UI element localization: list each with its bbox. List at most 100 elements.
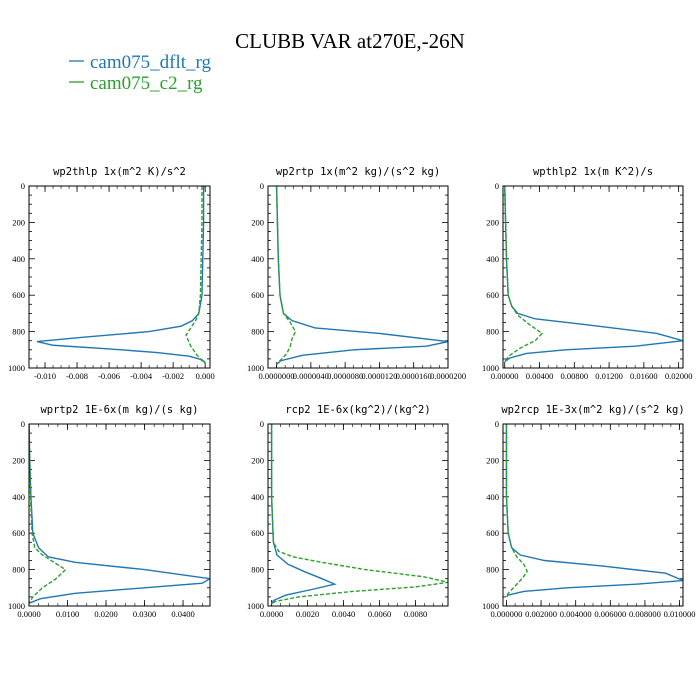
x-tick-label: 0.0000200: [430, 371, 466, 381]
y-tick-label: 1000: [247, 363, 264, 373]
series-line-dflt: [270, 424, 337, 605]
y-tick-label: 200: [12, 455, 25, 465]
series-line-c2: [185, 186, 206, 364]
y-tick-label: 800: [12, 327, 25, 337]
series-line-c2: [505, 424, 529, 598]
panel-title: rcp2 1E-6x(kg^2)/(kg^2): [285, 404, 430, 416]
panel-title: wp2rcp 1E-3x(m^2 kg)/(s^2 kg): [501, 404, 684, 416]
y-tick-label: 800: [486, 565, 499, 575]
legend: cam075_dflt_rg cam075_c2_rg: [69, 52, 212, 94]
y-tick-label: 0: [495, 181, 499, 191]
x-tick-label: 0.0000160: [396, 371, 432, 381]
x-tick-label: 0.00000: [491, 371, 519, 381]
x-tick-label: 0.0000: [17, 609, 40, 619]
series-line-dflt: [504, 186, 683, 363]
y-tick-label: 400: [251, 492, 264, 502]
y-tick-label: 800: [486, 327, 499, 337]
panel-1: wp2thlp 1x(m^2 K)/s^2 0 200 400 600 800 1000 -0…: [8, 166, 215, 381]
x-tick-label: 0.0200: [94, 609, 117, 619]
y-tick-label: 800: [251, 565, 264, 575]
y-tick-label: 200: [12, 217, 25, 227]
x-tick-label: 0.0000: [260, 609, 283, 619]
y-tick-label: 200: [251, 455, 264, 465]
x-tick-label: 0.0000080: [327, 371, 363, 381]
series-line-dflt: [505, 424, 683, 598]
x-tick-label: 0.000: [196, 371, 215, 381]
y-tick-label: 200: [486, 455, 499, 465]
x-tick-label: -0.006: [98, 371, 120, 381]
y-tick-label: 1000: [247, 601, 264, 611]
panel-4: wprtp2 1E-6x(m kg)/(s kg) 0 200 400 600 800 10…: [8, 404, 211, 619]
plot-frame: [267, 185, 449, 369]
x-tick-label: 0.0040: [332, 609, 355, 619]
x-tick-label: 0.0000120: [361, 371, 397, 381]
y-tick-label: 600: [486, 290, 499, 300]
y-tick-label: 400: [486, 492, 499, 502]
plot-frame: [502, 423, 684, 607]
y-tick-label: 1000: [482, 601, 499, 611]
y-tick-label: 600: [251, 528, 264, 538]
series-line-c2: [29, 424, 67, 604]
x-tick-label: 0.0060: [368, 609, 391, 619]
x-tick-label: 0.010000: [664, 609, 696, 619]
panel-5: rcp2 1E-6x(kg^2)/(kg^2) 0 200 400 600 800 1000…: [247, 404, 449, 619]
y-tick-label: 600: [12, 528, 25, 538]
x-tick-label: 0.0400: [171, 609, 194, 619]
x-tick-label: 0.0300: [133, 609, 156, 619]
panel-title: wp2rtp 1x(m^2 kg)/(s^2 kg): [276, 166, 440, 178]
legend-label-dflt: cam075_dflt_rg: [90, 52, 212, 73]
y-tick-label: 600: [12, 290, 25, 300]
legend-label-c2: cam075_c2_rg: [90, 73, 203, 94]
series-line-c2: [504, 186, 544, 362]
y-tick-label: 0: [260, 419, 264, 429]
plot-frame: [502, 185, 684, 369]
x-tick-label: -0.004: [130, 371, 153, 381]
panel-grid: wp2thlp 1x(m^2 K)/s^2 0 200 400 600 800 1000 -0…: [8, 166, 695, 619]
x-tick-label: 0.01600: [630, 371, 658, 381]
x-tick-label: 0.0080: [404, 609, 427, 619]
y-tick-label: 0: [21, 419, 25, 429]
series-line-dflt: [29, 424, 210, 604]
series-line-c2: [270, 424, 448, 605]
panel-2: wp2rtp 1x(m^2 kg)/(s^2 kg) 0 200 400 600 800 1…: [247, 166, 466, 381]
x-tick-label: 0.00400: [526, 371, 554, 381]
y-tick-label: 600: [251, 290, 264, 300]
y-tick-label: 200: [251, 217, 264, 227]
x-tick-label: 0.0100: [56, 609, 79, 619]
x-tick-label: 0.0000040: [293, 371, 329, 381]
plot-frame: [28, 423, 211, 607]
panel-title: wpthlp2 1x(m K^2)/s: [533, 166, 653, 178]
panel-title: wp2thlp 1x(m^2 K)/s^2: [53, 166, 186, 178]
y-tick-label: 400: [251, 254, 264, 264]
y-tick-label: 200: [486, 217, 499, 227]
y-tick-label: 400: [12, 492, 25, 502]
x-tick-label: 0.004000: [560, 609, 592, 619]
x-tick-label: 0.0000000: [259, 371, 295, 381]
y-tick-label: 1000: [8, 363, 25, 373]
panel-6: wp2rcp 1E-3x(m^2 kg)/(s^2 kg)0 200 400 600 8…: [482, 404, 695, 619]
x-tick-label: -0.008: [66, 371, 88, 381]
x-tick-label: 0.01200: [595, 371, 623, 381]
x-tick-label: 0.006000: [594, 609, 626, 619]
y-tick-label: 400: [486, 254, 499, 264]
y-tick-label: 0: [260, 181, 264, 191]
x-tick-label: 0.000000: [491, 609, 523, 619]
y-tick-label: 0: [21, 181, 25, 191]
x-tick-label: 0.00800: [560, 371, 588, 381]
x-tick-label: 0.02000: [665, 371, 693, 381]
figure-title: CLUBB VAR at270E,-26N: [235, 29, 465, 53]
x-tick-label: -0.010: [34, 371, 56, 381]
x-tick-label: -0.002: [162, 371, 184, 381]
x-tick-label: 0.008000: [629, 609, 661, 619]
series-line-c2: [275, 186, 297, 365]
series-line-dflt: [36, 186, 206, 364]
y-tick-label: 0: [495, 419, 499, 429]
panel-title: wprtp2 1E-6x(m kg)/(s kg): [40, 404, 198, 416]
plot-frame: [28, 185, 211, 369]
x-tick-label: 0.002000: [525, 609, 557, 619]
panel-3: wpthlp2 1x(m K^2)/s020040060080010000.00…: [482, 166, 692, 381]
y-tick-label: 1000: [8, 601, 25, 611]
y-tick-label: 400: [12, 254, 25, 264]
plot-frame: [267, 423, 449, 607]
